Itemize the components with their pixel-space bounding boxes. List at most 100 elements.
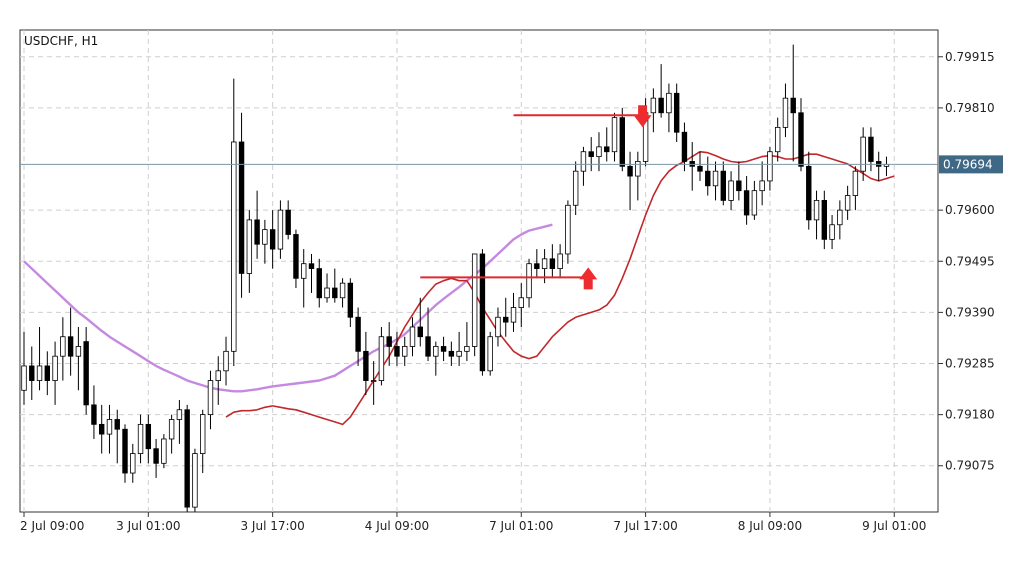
candle [448,341,455,366]
candle [161,434,167,469]
bearish-candle-body [285,209,291,235]
candle [363,331,369,396]
bullish-candle-body [301,263,307,279]
bullish-candle-body [339,282,346,299]
bearish-candle-body [798,112,804,167]
chart-title: USDCHF, H1 [24,34,98,48]
bearish-candle-body [184,409,190,508]
bearish-candle-body [627,165,633,177]
bearish-candle-body [705,170,711,187]
fast-moving-average-line [225,150,895,426]
bearish-candle-body [99,423,105,435]
bearish-candle-body [316,268,322,299]
candle [790,44,796,162]
bullish-candle-body [262,229,268,245]
bullish-candle-body [759,180,765,192]
x-tick-label: 9 Jul 01:00 [862,519,926,533]
candle [370,361,377,405]
candle [471,253,478,357]
candle [246,210,253,293]
bearish-candle-body [425,336,431,357]
bearish-candle-body [681,131,688,162]
candle [503,297,509,337]
candle [402,336,408,366]
y-tick-label: 0.79075 [945,459,995,473]
bullish-candle-body [409,326,416,347]
bullish-candle-body [557,253,563,269]
candle [301,249,307,308]
bullish-candle-body [231,141,237,352]
bullish-candle-body [650,97,657,114]
bearish-candle-body [868,136,874,162]
bullish-candle-body [215,370,221,381]
plot-frame [19,29,939,513]
bullish-candle-body [433,346,439,357]
x-axis: 2 Jul 09:00 3 Jul 01:00 3 Jul 17:00 4 Jul 0… [20,512,926,533]
candle [440,336,447,362]
bullish-candle-body [495,316,501,338]
candle [91,385,97,439]
candle [510,292,517,332]
candle [534,249,540,279]
bullish-candle-body [246,219,253,274]
bullish-candle-body [324,287,330,299]
bearish-candle-body [114,419,120,430]
candle [316,258,322,308]
candle [417,297,423,347]
candle [767,146,773,191]
candle [464,322,470,362]
bearish-candle-body [347,282,354,318]
candle [293,229,299,289]
level-lines [20,105,938,290]
candle [83,326,89,415]
bearish-candle-body [448,350,455,357]
buy-arrow-icon [579,267,598,290]
x-tick-label: 2 Jul 09:00 [20,519,84,533]
bullish-candle-body [782,97,789,128]
candle [588,137,594,172]
bullish-candle-body [767,151,773,182]
bearish-candle-body [658,97,664,114]
candle [99,404,105,454]
candle [21,331,27,405]
bullish-candle-body [277,209,284,250]
candle [36,326,43,391]
bullish-candle-body [728,180,734,201]
candle [837,200,843,240]
candle [433,341,439,376]
bullish-candle-body [106,419,113,435]
bullish-candle-body [666,92,672,114]
bullish-candle-body [774,126,781,153]
bullish-candle-body [464,346,470,352]
candle [168,414,175,454]
bullish-candle-body [829,224,835,240]
candle [254,190,260,259]
candle [145,414,152,464]
bearish-candle-body [394,346,400,357]
moving-averages [23,150,895,426]
candle [720,161,726,206]
x-tick-label: 4 Jul 09:00 [365,519,429,533]
bullish-candle-body [402,346,408,357]
candle [650,88,657,133]
candle [207,370,214,430]
candle [611,112,618,162]
bearish-candle-body [534,263,540,269]
bearish-candle-body [697,165,703,172]
y-axis: 0.79915 0.79810 0.79600 0.79495 0.79390 0.792… [938,50,1003,473]
candle [572,161,579,216]
bearish-candle-body [44,365,51,381]
candle [813,190,820,240]
candle [635,151,641,201]
candle [378,326,385,386]
candle [238,112,245,298]
x-tick-label: 7 Jul 17:00 [613,519,677,533]
candle [386,322,392,366]
candle [844,185,851,220]
candle [829,215,835,250]
bearish-candle-body [619,117,625,167]
bullish-candle-body [572,170,579,206]
candle [394,331,400,366]
sell-arrow-icon [633,105,652,128]
bullish-candle-body [596,146,602,157]
